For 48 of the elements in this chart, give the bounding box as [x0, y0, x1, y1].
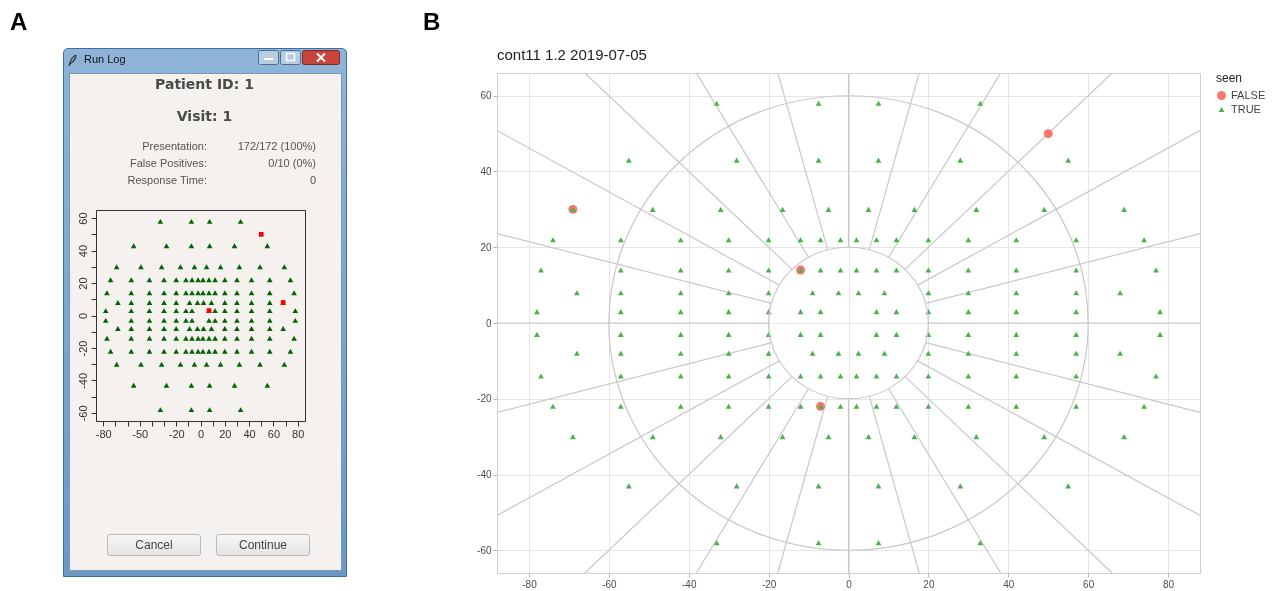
y-tick-label: 20	[480, 241, 492, 253]
x-tick-label: 20	[923, 578, 935, 590]
chart-subtitle: Visit: 1	[175, 108, 234, 124]
x-tick-label: -80	[522, 578, 538, 590]
text: 0/10 (0%)	[267, 157, 316, 169]
legend-label: FALSE	[1231, 88, 1266, 101]
x-tick-label: 40	[1003, 578, 1015, 590]
text: Run Log	[84, 53, 126, 65]
text: Continue	[216, 534, 310, 556]
y-tick-label: 0	[76, 312, 89, 320]
x-tick-label: 0	[846, 578, 853, 590]
text: Presentation:	[141, 140, 207, 152]
y-tick-label: -20	[76, 340, 89, 357]
chart-title: cont11 1.2 2019-07-05	[497, 46, 647, 63]
x-tick-label: 60	[267, 427, 281, 440]
y-tick-label: -60	[477, 544, 492, 556]
y-tick-label: 60	[480, 90, 492, 102]
x-tick-label: 80	[292, 427, 305, 440]
text: Response Time:	[126, 174, 207, 186]
legend-title: seen	[1216, 71, 1243, 85]
x-tick-label: -40	[682, 578, 697, 590]
x-tick-label: -20	[761, 578, 777, 590]
x-tick-label: -50	[132, 427, 149, 440]
text: Cancel	[107, 534, 201, 556]
x-tick-label: -80	[95, 427, 112, 440]
x-tick-label: -60	[602, 578, 618, 590]
chart-title: Patient ID: 1	[154, 76, 255, 92]
y-tick-label: 0	[485, 317, 492, 329]
x-tick-label: -20	[168, 427, 185, 440]
y-tick-label: -20	[477, 393, 492, 405]
text: A	[10, 8, 28, 36]
x-tick-label: 0	[197, 427, 205, 440]
legend-label: TRUE	[1231, 102, 1261, 115]
text: 0	[308, 174, 316, 186]
y-tick-label: 20	[76, 277, 89, 290]
text: 172/172 (100%)	[236, 140, 316, 152]
text: B	[423, 8, 441, 36]
x-tick-label: 60	[1083, 578, 1095, 590]
x-tick-label: 20	[219, 427, 232, 440]
y-tick-label: -40	[76, 372, 89, 389]
x-tick-label: 40	[243, 427, 256, 440]
y-tick-label: 40	[480, 165, 492, 177]
y-tick-label: -60	[76, 405, 89, 422]
y-tick-label: 60	[76, 212, 89, 225]
text: False Positives:	[128, 157, 207, 169]
y-tick-label: -40	[477, 469, 492, 481]
x-tick-label: 80	[1162, 578, 1175, 590]
y-tick-label: 40	[76, 244, 89, 258]
